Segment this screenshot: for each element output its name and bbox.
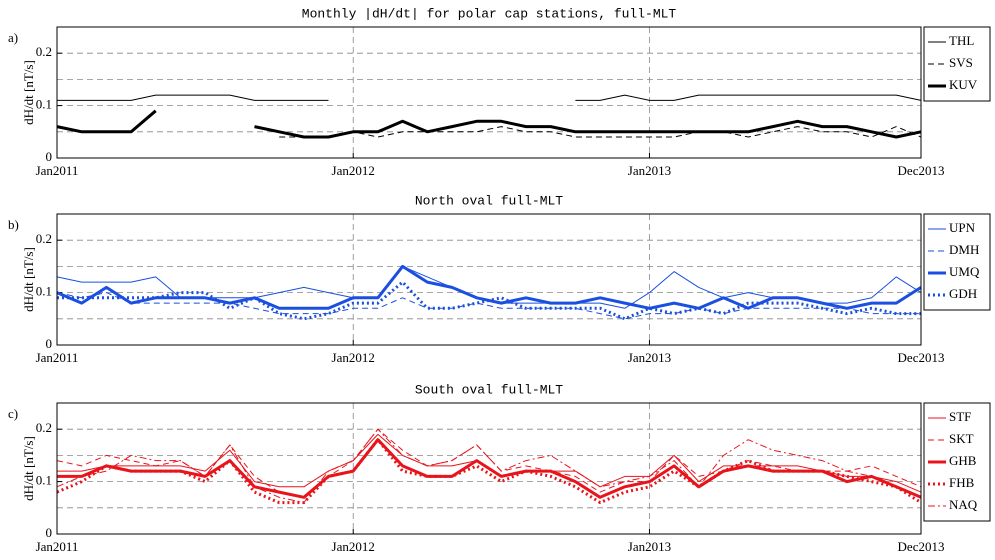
- legend-label: SKT: [949, 431, 974, 446]
- legend-label: STF: [949, 409, 971, 424]
- x-tick-label: Jan2013: [628, 163, 671, 178]
- legend-label: UMQ: [949, 264, 980, 279]
- x-tick-label: Dec2013: [898, 163, 945, 178]
- y-tick-label: 0: [46, 149, 53, 164]
- series-line: [56, 264, 922, 310]
- y-tick-label: 0.1: [36, 284, 52, 299]
- series-line: [56, 292, 921, 320]
- legend-box: [923, 26, 991, 102]
- y-tick-label: 0.1: [36, 473, 52, 488]
- x-tick-label: Jan2013: [628, 350, 671, 365]
- y-tick-label: 0.2: [36, 231, 52, 246]
- y-axis-label: dH/dt [nT/s]: [21, 247, 36, 312]
- y-tick-label: 0: [46, 336, 53, 351]
- chart-title: Monthly |dH/dt| for polar cap stations, …: [302, 6, 677, 21]
- series-line: [56, 428, 922, 504]
- panel-label: b): [8, 217, 19, 232]
- x-tick-label: Jan2012: [332, 350, 375, 365]
- legend-label: DMH: [949, 242, 979, 257]
- legend-label: GDH: [949, 286, 977, 301]
- series-line: [57, 433, 922, 493]
- plot-frame: [56, 213, 922, 346]
- x-tick-label: Dec2013: [898, 350, 945, 365]
- series-line: [57, 280, 921, 321]
- y-axis-label: dH/dt [nT/s]: [21, 60, 36, 125]
- series-line: [57, 438, 922, 499]
- y-tick-label: 0.1: [36, 97, 52, 112]
- y-tick-label: 0: [46, 525, 53, 540]
- chart-title: North oval full-MLT: [415, 193, 563, 208]
- series-line: [56, 428, 922, 498]
- x-tick-label: Dec2013: [898, 539, 945, 554]
- plot-frame: [56, 26, 922, 159]
- legend-label: KUV: [949, 77, 978, 92]
- x-tick-label: Jan2011: [36, 539, 79, 554]
- x-tick-label: Jan2012: [332, 163, 375, 178]
- chart-title: South oval full-MLT: [415, 382, 563, 397]
- series-line: [57, 94, 922, 101]
- series-line: [56, 265, 922, 309]
- plot-frame: [56, 402, 922, 535]
- panel-label: c): [8, 406, 18, 421]
- y-tick-label: 0.2: [36, 420, 52, 435]
- legend-label: NAQ: [949, 497, 978, 512]
- series-line: [279, 126, 922, 138]
- legend-label: UPN: [949, 220, 976, 235]
- legend-label: GHB: [949, 453, 977, 468]
- x-tick-label: Jan2012: [332, 539, 375, 554]
- y-tick-label: 0.2: [36, 44, 52, 59]
- x-tick-label: Jan2011: [36, 350, 79, 365]
- legend-label: SVS: [949, 55, 973, 70]
- legend-label: THL: [949, 33, 974, 48]
- y-axis-label: dH/dt [nT/s]: [21, 436, 36, 501]
- x-tick-label: Jan2011: [36, 163, 79, 178]
- legend-label: FHB: [949, 475, 975, 490]
- panel-label: a): [8, 30, 18, 45]
- series-line: [56, 109, 922, 139]
- x-tick-label: Jan2013: [628, 539, 671, 554]
